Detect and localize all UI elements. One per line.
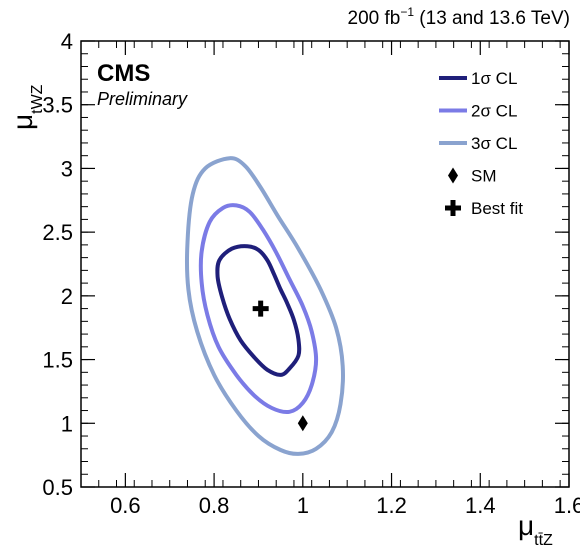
luminosity-label: 200 fb−1 (13 and 13.6 TeV) (348, 5, 571, 29)
legend-2sigma-label: 2σ CL (471, 102, 517, 121)
experiment-label: CMS (97, 60, 150, 87)
markers (252, 300, 308, 432)
y-axis-title: μtWZ (7, 84, 46, 130)
status-label: Preliminary (97, 89, 188, 109)
contour-3sigma (184, 156, 345, 456)
x-axis-subscript: tt̄Z (534, 532, 553, 549)
y-tick-label: 4 (61, 29, 73, 54)
lumi-exponent: −1 (400, 5, 414, 19)
y-tick-label: 3 (61, 156, 73, 181)
x-axis-symbol: μ (518, 510, 534, 541)
y-tick-label: 1.5 (42, 348, 73, 373)
lumi-value: 200 fb (348, 8, 401, 29)
y-tick-label: 2.5 (42, 220, 73, 245)
legend-sm-label: SM (471, 167, 497, 186)
y-tick-label: 3.5 (42, 93, 73, 118)
y-tick-label: 1 (61, 411, 73, 436)
legend-1sigma-label: 1σ CL (471, 69, 517, 88)
x-axis-title: μtt̄Z (518, 510, 553, 549)
legend-sm-swatch (448, 167, 458, 184)
legend-3sigma-label: 3σ CL (471, 134, 517, 153)
plot-frame (80, 40, 570, 488)
y-tick-label: 0.5 (42, 475, 73, 500)
x-tick-label: 1.2 (376, 493, 407, 518)
energy-label: (13 and 13.6 TeV) (414, 8, 570, 29)
legend: 1σ CL 2σ CL 3σ CL SM Best fit (439, 69, 523, 218)
contour-1sigma (215, 244, 302, 377)
best-fit-marker (252, 300, 269, 317)
y-axis-symbol: μ (7, 114, 38, 130)
sm-marker (297, 415, 308, 432)
y-axis-subscript: tWZ (29, 84, 46, 114)
x-tick-label: 0.8 (199, 493, 230, 518)
y-tick-label: 2 (61, 284, 73, 309)
contours (184, 156, 345, 456)
x-tick-label: 1.4 (465, 493, 496, 518)
axis-ticks: 0.6 0.8 1 1.2 1.4 1.6 0.5 1 1.5 2 2.5 3 3.5 4 (42, 29, 580, 518)
legend-best-fit-swatch (445, 200, 461, 216)
x-tick-label: 1.6 (554, 493, 580, 518)
x-tick-label: 0.6 (110, 493, 141, 518)
contour-2sigma (198, 203, 319, 415)
x-tick-label: 1 (297, 493, 309, 518)
legend-best-fit-label: Best fit (471, 199, 523, 218)
